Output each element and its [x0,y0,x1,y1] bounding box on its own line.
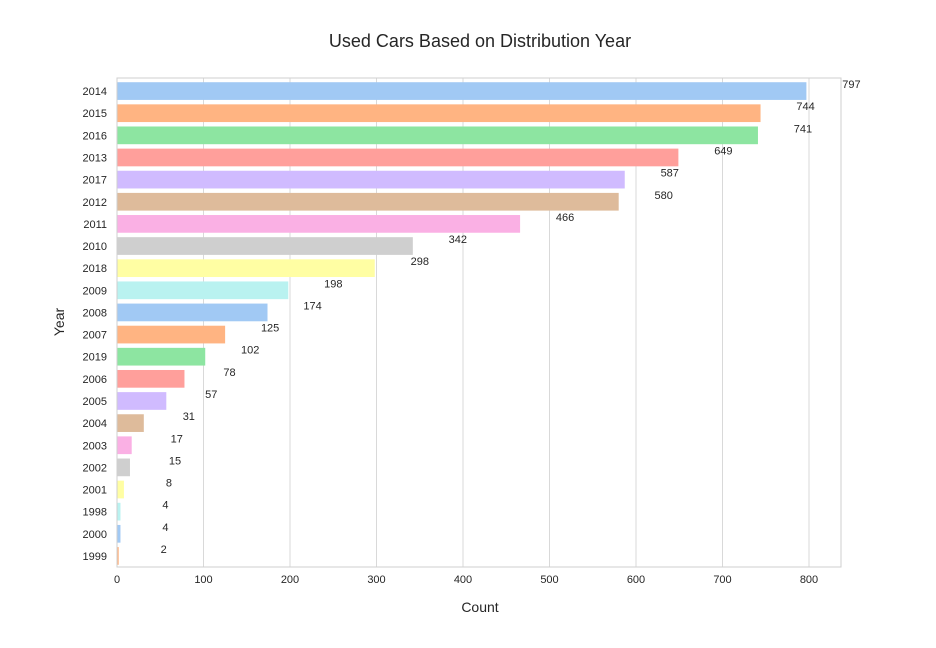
x-tick-label: 800 [800,574,818,586]
bar [117,414,144,432]
bar-value-label: 466 [556,212,574,224]
bar-value-label: 649 [714,145,732,157]
bar [117,547,119,565]
bar [117,392,167,410]
x-tick-label: 300 [367,574,385,586]
y-tick-label: 2015 [83,108,107,120]
bar [117,148,679,167]
y-tick-label: 2012 [83,197,107,209]
bar [117,325,226,344]
bar [117,237,413,255]
bar [117,369,185,388]
bar [117,303,268,322]
bar-value-label: 78 [223,367,235,379]
bar [117,524,121,543]
bar-value-label: 8 [166,478,172,490]
bar [117,259,375,278]
y-tick-label: 2009 [83,285,107,297]
y-tick-label: 2014 [83,86,107,98]
bar [117,82,807,100]
y-axis-label: Year [51,308,67,337]
bars [117,82,807,565]
y-tick-label: 2016 [83,130,107,142]
y-tick-label: 2013 [83,152,107,164]
bar-value-label: 741 [794,123,812,135]
x-tick-label: 100 [194,574,212,586]
y-tick-label: 2005 [83,396,107,408]
y-tick-label: 2002 [83,462,107,474]
x-tick-label: 500 [540,574,558,586]
x-tick-label: 600 [627,574,645,586]
bar-value-label: 298 [411,256,429,268]
y-tick-label: 1999 [83,551,107,563]
y-tick-label: 2017 [83,175,107,187]
bar-value-label: 2 [161,544,167,556]
y-tick-label: 2018 [83,263,107,275]
data-labels: 7977447416495875804663422981981741251027… [161,79,861,556]
x-axis-label: Count [461,599,498,615]
bar-value-label: 587 [661,168,679,180]
y-tick-label: 2008 [83,307,107,319]
bar-value-label: 15 [169,455,181,467]
plot-frame [116,77,842,568]
bar-value-label: 4 [162,522,168,534]
bar [117,480,124,499]
bar-value-label: 580 [655,190,673,202]
bar-value-label: 31 [183,411,195,423]
bar [117,458,130,477]
bar-value-label: 17 [171,433,183,445]
bar [117,436,132,455]
x-tick-label: 400 [454,574,472,586]
bar-value-label: 744 [796,101,814,113]
y-tick-labels: 2014 2015 2016 2013 2017 2012 2011 2010 2018 2009… [83,86,107,563]
bar-value-label: 797 [842,79,860,91]
bar [117,192,619,211]
bar-value-label: 57 [205,389,217,401]
chart-title: Used Cars Based on Distribution Year [329,31,631,51]
bar-value-label: 125 [261,323,279,335]
y-tick-label: 2011 [83,219,107,231]
y-tick-label: 2000 [83,529,107,541]
bar [117,170,625,189]
y-tick-label: 2004 [83,418,107,430]
y-tick-label: 2006 [83,374,107,386]
bar-value-label: 174 [303,300,321,312]
bar-value-label: 342 [449,234,467,246]
y-tick-label: 2003 [83,440,107,452]
y-tick-label: 1998 [83,507,107,519]
x-tick-label: 700 [713,574,731,586]
bar-value-label: 198 [324,278,342,290]
x-tick-label: 200 [281,574,299,586]
bar [117,104,761,123]
y-tick-label: 2019 [83,352,107,364]
y-tick-label: 2001 [83,485,107,497]
bar [117,347,206,366]
bar [117,281,289,300]
bar-value-label: 4 [162,500,168,512]
bar-value-label: 102 [241,345,259,357]
x-tick-labels: 0 100 200 300 400 500 600 700 800 [114,574,818,586]
x-tick-label: 0 [114,574,120,586]
y-tick-label: 2010 [83,241,107,253]
bar [117,502,121,521]
bar [117,126,758,145]
y-tick-label: 2007 [83,330,107,342]
bar [117,215,521,233]
